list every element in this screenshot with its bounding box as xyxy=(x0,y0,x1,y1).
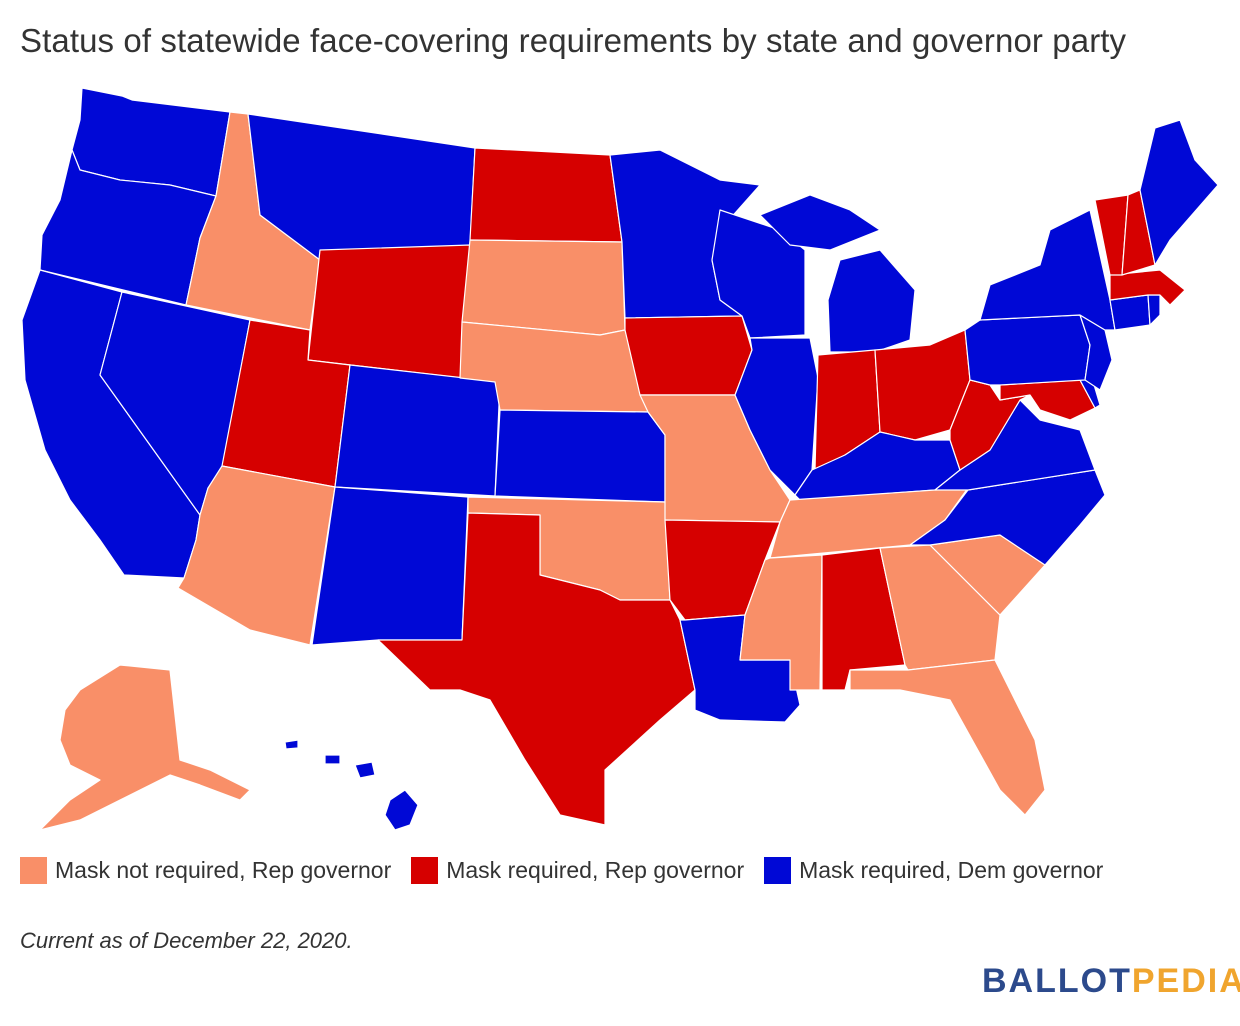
state-ND[interactable] xyxy=(469,147,623,243)
state-TN[interactable] xyxy=(769,487,969,559)
state-AZ[interactable] xyxy=(177,465,336,646)
legend-label-required-dem: Mask required, Dem governor xyxy=(799,856,1104,883)
legend-item-not-required-rep: Mask not required, Rep governor xyxy=(20,856,392,884)
date-note: Current as of December 22, 2020. xyxy=(20,928,353,953)
ballotpedia-logo: BALLOTPEDIA xyxy=(982,962,1240,1001)
state-IL[interactable] xyxy=(734,337,819,496)
state-PA[interactable] xyxy=(964,314,1091,386)
state-HI[interactable] xyxy=(384,789,419,831)
legend-label-not-required-rep: Mask not required, Rep governor xyxy=(55,856,392,883)
state-ME[interactable] xyxy=(1139,119,1219,266)
legend-swatch-not-required-rep xyxy=(20,856,47,884)
us-map xyxy=(21,87,1219,831)
logo-part-pedia: PEDIA xyxy=(1131,962,1240,1000)
legend: Mask not required, Rep governor Mask req… xyxy=(20,854,1123,886)
state-WY[interactable] xyxy=(307,244,471,379)
state-IA[interactable] xyxy=(624,315,753,396)
state-MI[interactable] xyxy=(827,249,916,353)
legend-swatch-required-rep xyxy=(411,856,439,884)
state-RI[interactable] xyxy=(1147,294,1161,326)
state-AK[interactable] xyxy=(39,664,251,831)
state-NC[interactable] xyxy=(909,469,1106,566)
state-MS[interactable] xyxy=(739,554,823,691)
state-SD[interactable] xyxy=(461,239,626,336)
state-CO[interactable] xyxy=(334,364,501,497)
legend-item-required-rep: Mask required, Rep governor xyxy=(411,856,745,884)
state-HI-4[interactable] xyxy=(324,754,341,765)
state-NM[interactable] xyxy=(311,486,469,646)
chart-title: Status of statewide face-covering requir… xyxy=(20,22,1127,59)
state-MA[interactable] xyxy=(1109,269,1186,306)
state-HI-3[interactable] xyxy=(284,739,299,750)
state-KS[interactable] xyxy=(494,409,666,503)
state-NY[interactable] xyxy=(979,209,1116,331)
state-FL[interactable] xyxy=(849,659,1046,816)
legend-swatch-required-dem xyxy=(764,856,792,884)
legend-label-required-rep: Mask required, Rep governor xyxy=(446,856,745,883)
state-MI-UP[interactable] xyxy=(759,194,881,251)
logo-part-ballot: BALLOT xyxy=(982,962,1132,1000)
state-HI-2[interactable] xyxy=(354,761,376,779)
state-CT[interactable] xyxy=(1109,294,1151,331)
legend-item-required-dem: Mask required, Dem governor xyxy=(764,856,1104,884)
state-TX[interactable] xyxy=(377,512,696,826)
